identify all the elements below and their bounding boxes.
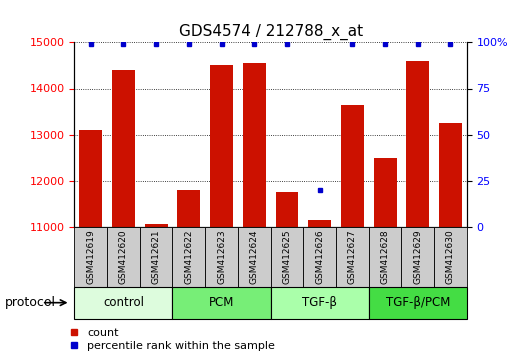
Bar	[205, 227, 238, 287]
Text: control: control	[103, 296, 144, 309]
Bar	[406, 61, 429, 354]
Legend: count, percentile rank within the sample: count, percentile rank within the sample	[70, 328, 275, 351]
Text: TGF-β/PCM: TGF-β/PCM	[386, 296, 450, 309]
Bar	[107, 227, 140, 287]
Bar	[140, 227, 172, 287]
Bar	[270, 227, 303, 287]
Bar	[112, 70, 135, 354]
Text: GSM412622: GSM412622	[184, 229, 193, 284]
Bar	[308, 219, 331, 354]
Text: GSM412619: GSM412619	[86, 229, 95, 284]
Text: GSM412625: GSM412625	[283, 229, 291, 284]
Bar	[172, 227, 205, 287]
Title: GDS4574 / 212788_x_at: GDS4574 / 212788_x_at	[179, 23, 363, 40]
Bar	[210, 65, 233, 354]
Text: GSM412629: GSM412629	[413, 229, 422, 284]
Bar	[243, 63, 266, 354]
Bar	[270, 287, 369, 319]
Text: GSM412628: GSM412628	[381, 229, 389, 284]
Text: GSM412620: GSM412620	[119, 229, 128, 284]
Bar	[80, 130, 102, 354]
Bar	[145, 224, 168, 354]
Bar	[238, 227, 271, 287]
Text: GSM412624: GSM412624	[250, 229, 259, 284]
Text: GSM412623: GSM412623	[217, 229, 226, 284]
Text: GSM412627: GSM412627	[348, 229, 357, 284]
Text: GSM412630: GSM412630	[446, 229, 455, 284]
Bar	[341, 104, 364, 354]
Bar	[303, 227, 336, 287]
Bar	[369, 227, 401, 287]
Bar	[401, 227, 434, 287]
Bar	[434, 227, 467, 287]
Bar	[439, 123, 462, 354]
Bar	[172, 287, 271, 319]
Bar	[373, 158, 397, 354]
Bar	[74, 287, 172, 319]
Bar	[275, 192, 299, 354]
Text: TGF-β: TGF-β	[302, 296, 337, 309]
Bar	[336, 227, 369, 287]
Bar	[369, 287, 467, 319]
Text: GSM412626: GSM412626	[315, 229, 324, 284]
Bar	[177, 190, 200, 354]
Text: protocol: protocol	[5, 296, 56, 309]
Text: GSM412621: GSM412621	[152, 229, 161, 284]
Bar	[74, 227, 107, 287]
Text: PCM: PCM	[209, 296, 234, 309]
